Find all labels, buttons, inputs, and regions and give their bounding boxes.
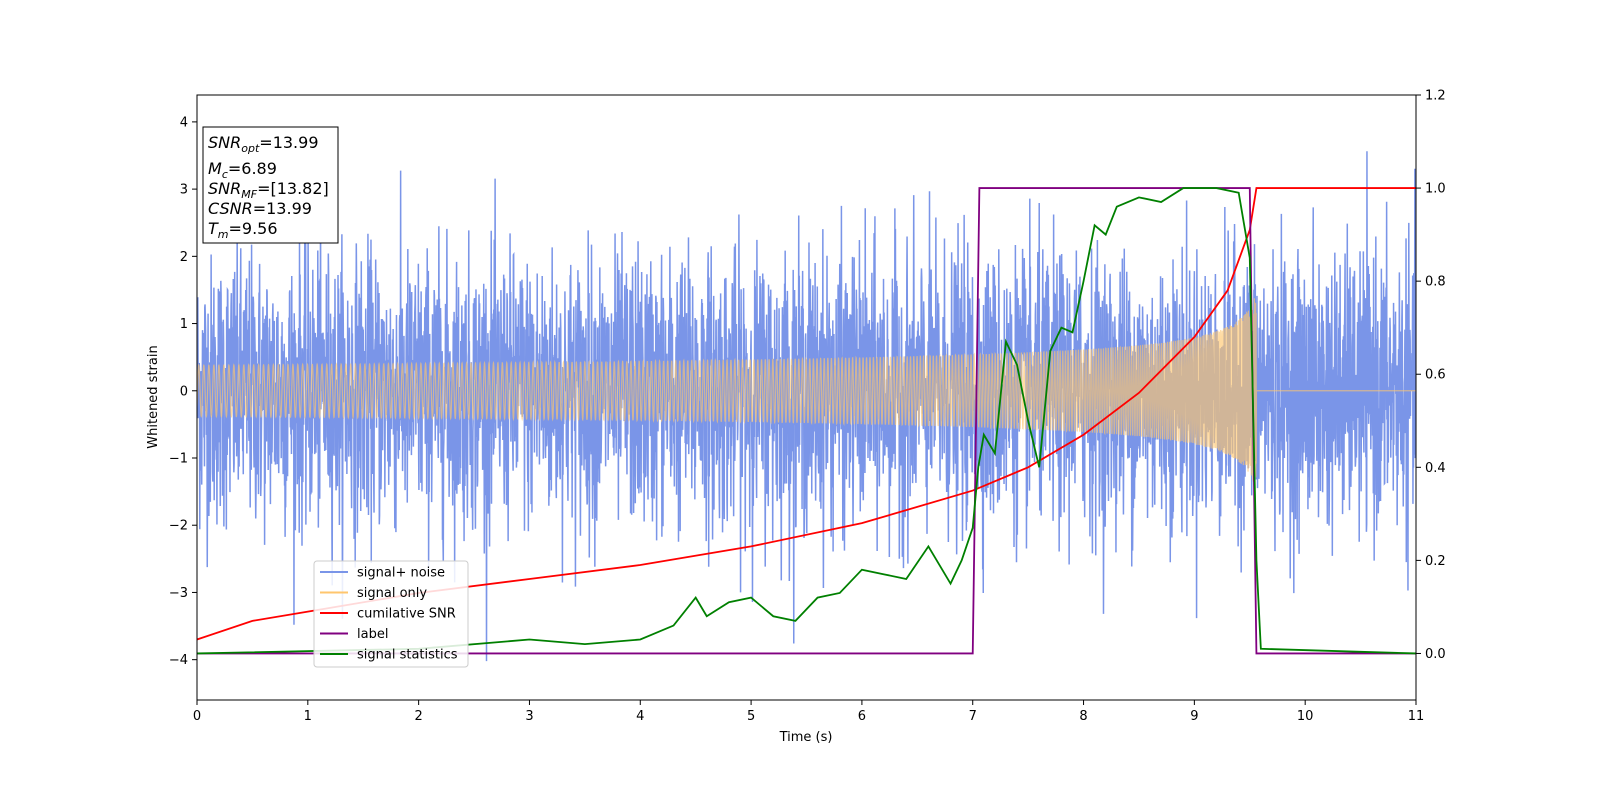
y-tick-label-left: 0 [180, 384, 188, 399]
plot-frame [196, 94, 1417, 701]
y-tick-label-right: 1.2 [1425, 89, 1446, 104]
x-tick-label: 5 [747, 709, 755, 724]
legend-frame [313, 560, 469, 668]
y-axis-right: 0.0 0.2 0.4 0.6 0.8 1.0 1.2 [1416, 89, 1446, 662]
y-tick-label-left: 1 [180, 317, 188, 332]
legend-label: signal statistics [357, 648, 458, 663]
series-label [197, 187, 1416, 655]
y-axis-label: Whitened strain [146, 345, 161, 448]
y-tick-label-left: −2 [169, 519, 188, 534]
series-signal-statistics [197, 187, 1416, 655]
annotation-frame [202, 126, 339, 244]
x-tick-label: 6 [858, 709, 866, 724]
x-tick-label: 7 [969, 709, 977, 724]
y-tick-label-left: −4 [169, 653, 188, 668]
annotation-line: SNRMF=[13.82] [208, 179, 329, 201]
annotation-line: CSNR=13.99 [208, 199, 312, 218]
x-axis: 0 1 2 3 4 5 6 7 8 9 10 11 [193, 700, 1424, 724]
annotation-line: Mc=6.89 [208, 159, 277, 181]
x-axis-label: Time (s) [779, 730, 833, 745]
legend-label: cumilative SNR [357, 607, 456, 622]
legend-label: label [357, 627, 388, 642]
annotation-box: SNRopt=13.99 Mc=6.89SNRMF=[13.82]CSNR=13.… [202, 126, 339, 244]
y-tick-label-right: 0.8 [1425, 275, 1446, 290]
series-signal-only [197, 298, 1416, 483]
annotation-line: SNRopt=13.99 [208, 133, 319, 155]
x-tick-label: 11 [1408, 709, 1425, 724]
legend-label: signal only [357, 586, 427, 601]
y-tick-label-right: 0.4 [1425, 461, 1446, 476]
y-tick-label-right: 1.0 [1425, 182, 1446, 197]
x-tick-label: 10 [1297, 709, 1314, 724]
annotation-line: Tm=9.56 [208, 219, 278, 241]
legend: signal+ noise signal only cumilative SNR la… [313, 560, 469, 668]
y-tick-label-left: 4 [180, 115, 188, 130]
x-tick-label: 8 [1079, 709, 1087, 724]
y-tick-label-left: −3 [169, 586, 188, 601]
x-tick-label: 1 [304, 709, 312, 724]
y-tick-label-left: −1 [169, 452, 188, 467]
legend-label: signal+ noise [357, 566, 445, 581]
y-tick-label-right: 0.0 [1425, 647, 1446, 662]
x-tick-label: 9 [1190, 709, 1198, 724]
y-tick-label-left: 2 [180, 250, 188, 265]
y-axis-left: −4 −3 −2 −1 0 1 2 3 4 [169, 115, 197, 668]
x-tick-label: 0 [193, 709, 201, 724]
y-tick-label-right: 0.2 [1425, 554, 1446, 569]
x-tick-label: 3 [525, 709, 533, 724]
y-tick-label-right: 0.6 [1425, 368, 1446, 383]
y-tick-label-left: 3 [180, 183, 188, 198]
x-tick-label: 4 [636, 709, 644, 724]
x-tick-label: 2 [414, 709, 422, 724]
